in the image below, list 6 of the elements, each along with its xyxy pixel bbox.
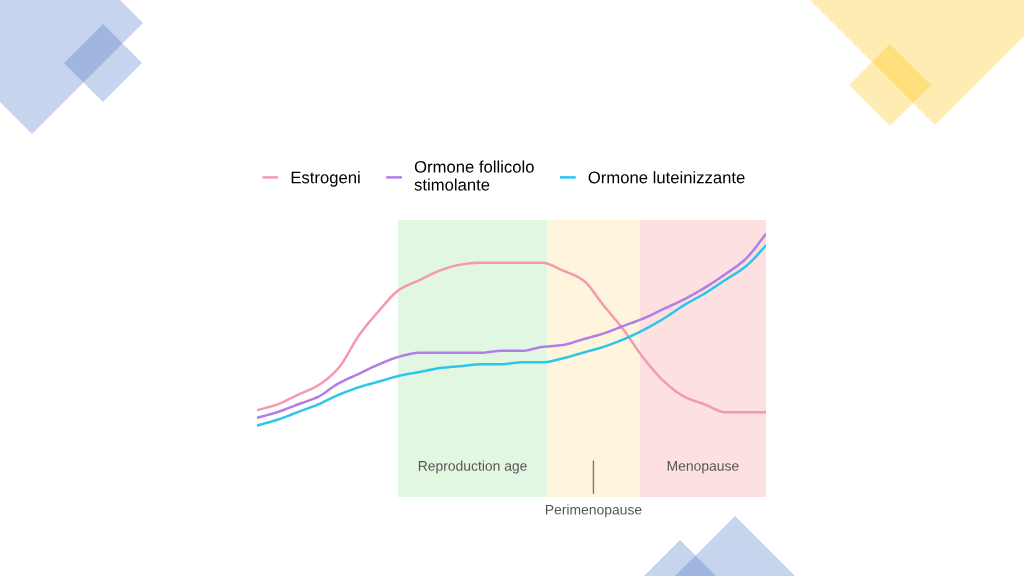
- text: Menopause: [667, 461, 739, 474]
- text: Perimenopause: [545, 504, 642, 518]
- legend-label: Estrogeni: [291, 171, 360, 187]
- legend-label: Ormone luteinizzante: [588, 171, 745, 184]
- legend-label: Ormone follicolo stimolante: [414, 160, 534, 191]
- text: Reproduction age: [418, 460, 527, 474]
